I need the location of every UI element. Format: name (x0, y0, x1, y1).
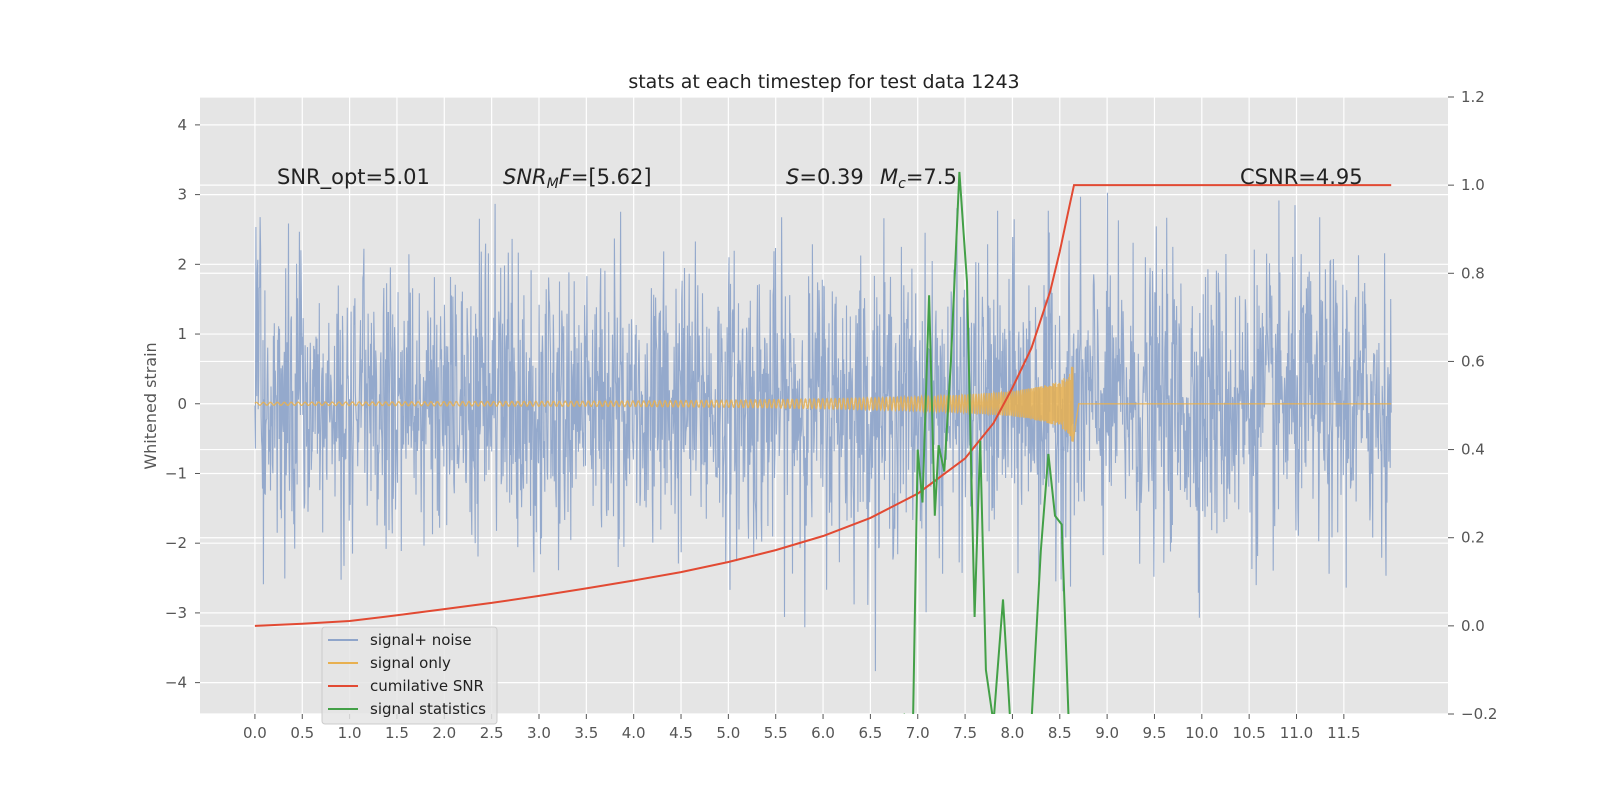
x-tick-label: 7.0 (906, 724, 930, 742)
legend-label: signal statistics (370, 700, 486, 718)
x-tick-label: 6.5 (858, 724, 882, 742)
x-tick-label: 11.0 (1280, 724, 1313, 742)
series-signal-statistics-line (903, 171, 1070, 714)
x-tick-label: 9.0 (1095, 724, 1119, 742)
x-tick-label: 8.5 (1048, 724, 1072, 742)
x-tick-label: 9.5 (1143, 724, 1167, 742)
legend-box (321, 626, 498, 725)
y-tick-label: 0 (177, 395, 187, 413)
annotation-mc-part: c (898, 176, 906, 192)
y-tick-label: 3 (177, 186, 187, 204)
annotation-mc-part: =7.5 (906, 165, 957, 189)
y-tick-label: −2 (165, 534, 187, 552)
x-tick-label: 5.0 (716, 724, 740, 742)
annotation-snr-mf-part: SNR (503, 165, 547, 189)
x-tick-label: 2.5 (480, 724, 504, 742)
annotations: SNR_opt=5.01 SNRMF=[5.62] S=0.39 Mc=7.5 CSNR… (277, 165, 1363, 192)
y2-tick-label: 0.0 (1461, 617, 1485, 635)
y2-tick-label: 1.0 (1461, 176, 1485, 194)
annotation-snr-opt: SNR_opt=5.01 (277, 165, 430, 190)
y-axis-label: Whitened strain (141, 342, 160, 469)
annotation-csnr: CSNR=4.95 (1240, 165, 1363, 189)
legend-label: signal only (370, 654, 451, 672)
y-tick-label: 2 (177, 255, 187, 273)
x-tick-label: 10.5 (1232, 724, 1265, 742)
x-tick-label: 1.5 (385, 724, 409, 742)
series-signal-only-line (254, 366, 1392, 442)
x-tick-label: 2.0 (432, 724, 456, 742)
y2-tick-label: 0.2 (1461, 529, 1485, 547)
annotation-mc-part: M (880, 165, 898, 189)
y2-tick-label: −0.2 (1461, 705, 1497, 723)
chart-title: stats at each timestep for test data 124… (628, 71, 1019, 93)
y-tick-label: −3 (165, 604, 187, 622)
legend-label: signal+ noise (370, 631, 472, 649)
series-signal-noise-line (254, 192, 1392, 672)
annotation-s: S=0.39 (786, 165, 864, 189)
x-tick-label: 10.0 (1185, 724, 1218, 742)
x-tick-label: 4.0 (622, 724, 646, 742)
x-tick-label: 8.0 (1001, 724, 1025, 742)
annotation-snr-mf-part: =[5.62] (571, 165, 652, 189)
y2-tick-label: 0.6 (1461, 352, 1485, 370)
y-tick-label: 1 (177, 325, 187, 343)
annotation-s-part: S (786, 165, 799, 189)
x-tick-label: 6.0 (811, 724, 835, 742)
annotation-snr-mf-part: M (547, 176, 559, 192)
x-tick-label: 1.0 (338, 724, 362, 742)
legend-label: cumilative SNR (370, 677, 484, 695)
annotation-snr-opt-part: SNR_opt=5.01 (277, 165, 430, 190)
x-tick-label: 4.5 (669, 724, 693, 742)
legend: signal+ noise signal only cumilative SNR si… (321, 626, 498, 725)
x-tick-label: 11.5 (1327, 724, 1360, 742)
axes: 0.0 0.5 1.0 1.5 2.0 2.5 3.0 3.5 4.0 4.5 5.0 5.5 6.0 6… (165, 88, 1498, 742)
x-tick-label: 7.5 (953, 724, 977, 742)
x-tick-label: 3.5 (574, 724, 598, 742)
y-tick-label: −1 (165, 464, 187, 482)
y-tick-label: 4 (177, 116, 187, 134)
x-tick-label: 3.0 (527, 724, 551, 742)
x-tick-label: 0.5 (290, 724, 314, 742)
y-tick-label: −4 (165, 674, 187, 692)
annotation-mc: Mc=7.5 (880, 165, 957, 192)
y2-tick-label: 1.2 (1461, 88, 1485, 106)
annotation-snr-mf: SNRMF=[5.62] (503, 165, 652, 192)
y2-tick-label: 0.4 (1461, 441, 1485, 459)
x-tick-label: 0.0 (243, 724, 267, 742)
series-layer (254, 171, 1392, 714)
x-tick-label: 5.5 (764, 724, 788, 742)
series-cumulative-snr-line (254, 184, 1392, 627)
annotation-snr-mf-part: F (559, 165, 572, 189)
y2-tick-label: 0.8 (1461, 264, 1485, 282)
series-clip-group (254, 171, 1392, 714)
annotation-csnr-part: CSNR=4.95 (1240, 165, 1363, 189)
annotation-s-part: =0.39 (799, 165, 863, 189)
